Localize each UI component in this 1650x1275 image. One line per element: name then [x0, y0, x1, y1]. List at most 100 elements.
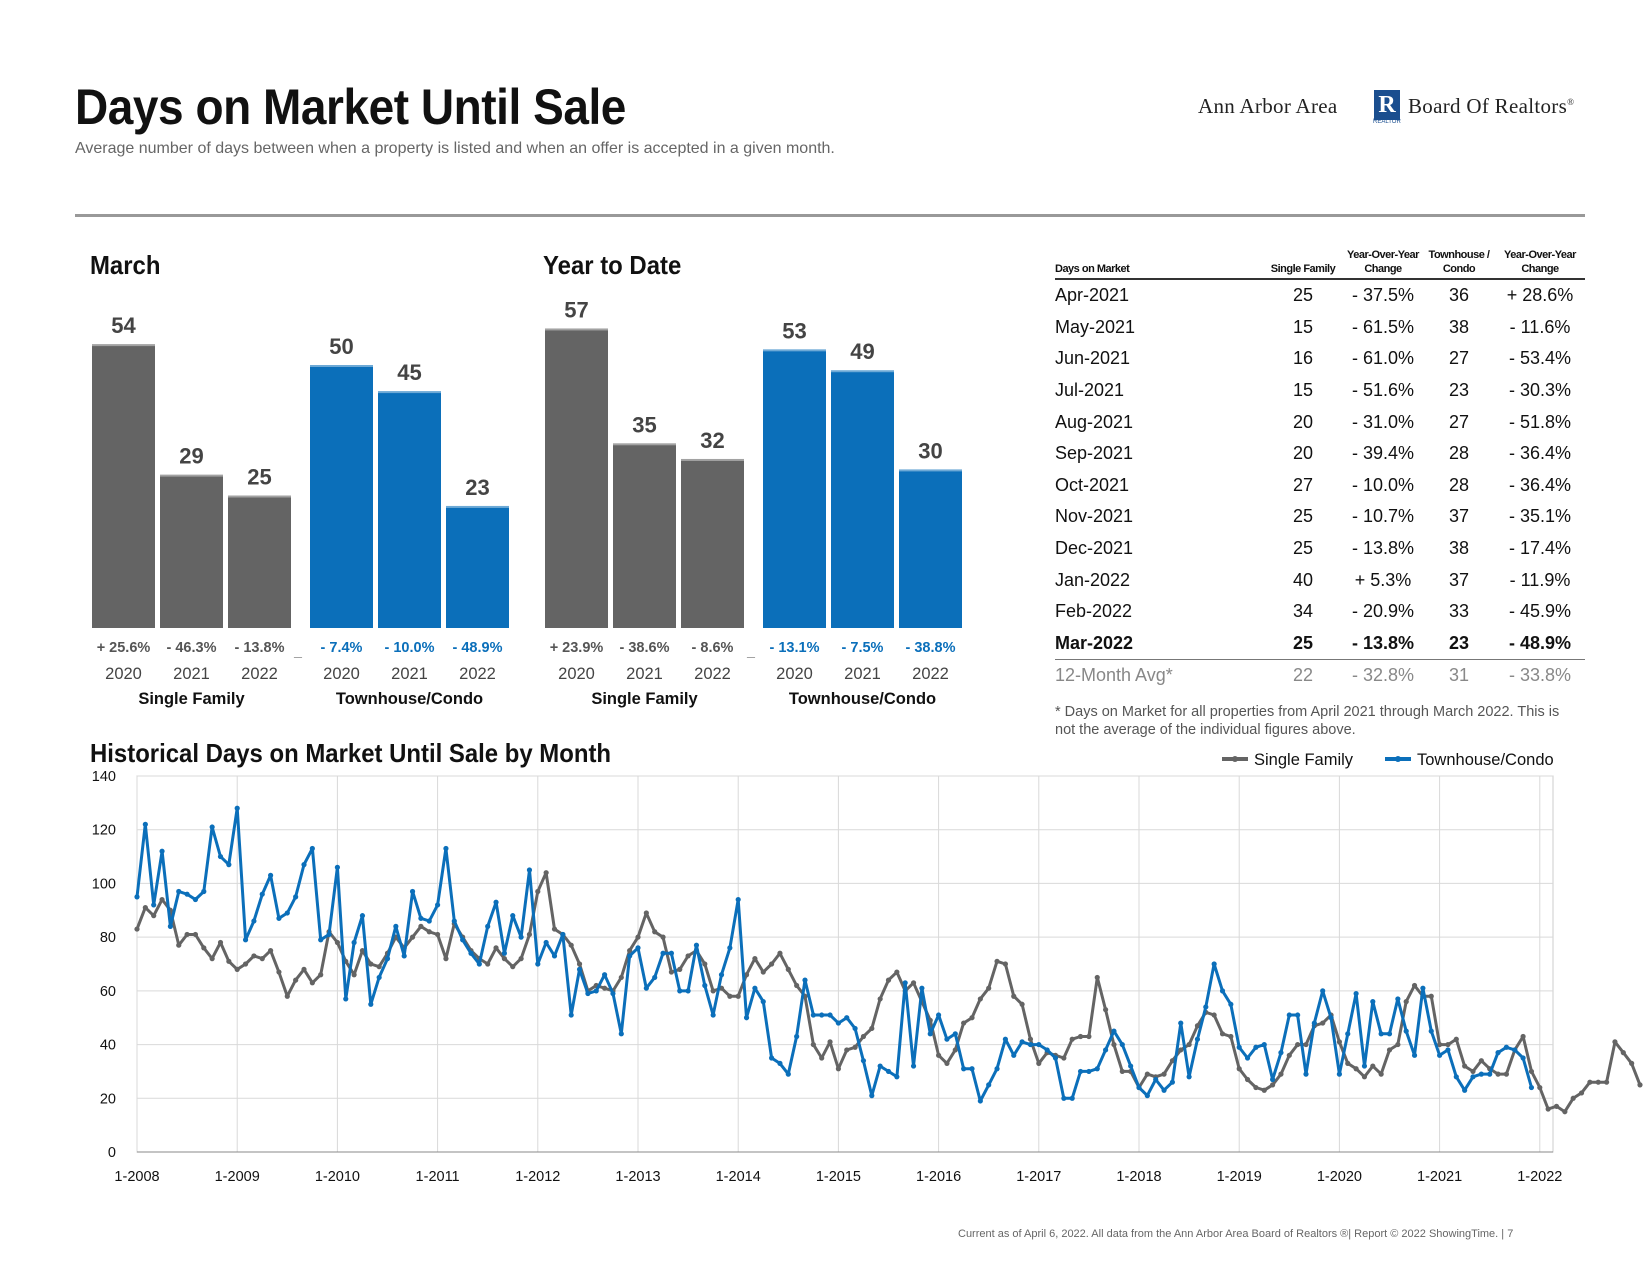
data-point [1336, 1071, 1342, 1077]
bar-change-label: - 38.6% [620, 640, 670, 656]
data-point [309, 980, 315, 986]
data-point [209, 956, 215, 962]
bar-value-label: 50 [329, 334, 353, 359]
data-point [1077, 1068, 1084, 1075]
data-point [994, 1066, 1000, 1072]
data-point [192, 896, 199, 903]
data-point [1211, 1012, 1217, 1018]
data-point [1027, 1041, 1034, 1048]
table-cell: Mar-2022 [1055, 632, 1134, 653]
table-cell: 40 [1292, 569, 1314, 590]
data-point [1036, 1041, 1042, 1048]
x-tick-label: 1-2022 [1517, 1169, 1562, 1185]
data-point [910, 980, 917, 986]
data-point [485, 923, 491, 930]
data-point [1528, 1068, 1535, 1075]
data-point [1236, 1066, 1242, 1072]
data-point [1278, 1050, 1284, 1056]
data-point [877, 996, 883, 1002]
data-point [635, 945, 641, 951]
table-row: Dec-2021 25 - 13.8% 38 - 17.4% [1055, 533, 1585, 565]
data-point [593, 988, 599, 994]
data-point [1570, 1095, 1576, 1101]
data-point [1002, 961, 1009, 967]
col-header-th-change: Year-Over-Year Change [1504, 249, 1576, 275]
bar-charts: 54 + 25.6% 2020 29 - 46.3% 2021 25 - 13.8% 2022 S… [92, 297, 962, 708]
data-point [660, 934, 666, 940]
table-cell: 25 [1292, 285, 1314, 306]
bar-change-label: - 7.5% [842, 640, 884, 656]
data-point [359, 947, 366, 954]
logo-realtor-text: REALTOR [1373, 119, 1401, 125]
data-point [910, 1063, 917, 1069]
bar-change-label: - 48.9% [453, 640, 503, 656]
data-point [894, 969, 900, 975]
bar-change-label: - 10.0% [385, 640, 435, 656]
data-point [1286, 1012, 1292, 1018]
data-point [1144, 1093, 1150, 1099]
y-tick-label: 60 [100, 984, 116, 1000]
data-point [760, 999, 766, 1005]
data-point [1011, 1052, 1017, 1058]
data-point [1403, 999, 1409, 1005]
bar-change-label: + 23.9% [550, 640, 604, 656]
table-row: Jun-2021 16 - 61.0% 27 - 53.4% [1055, 343, 1585, 375]
table-cell: - 61.0% [1351, 348, 1415, 369]
data-point [1378, 1031, 1384, 1037]
table-header-row: Days on Market Single Family Year-Over-Y… [1055, 244, 1585, 279]
data-point [710, 1012, 716, 1018]
data-point [1445, 1041, 1451, 1048]
y-tick-label: 120 [92, 823, 116, 839]
data-point [435, 902, 441, 908]
col-header-single-family: Single Family [1270, 263, 1336, 275]
table-cell: - 11.9% [1509, 569, 1571, 590]
table-cell: Oct-2021 [1055, 474, 1130, 495]
bar-year-label: 2021 [626, 665, 663, 683]
table-cell: - 51.6% [1351, 380, 1415, 401]
data-point [1069, 1095, 1075, 1101]
data-point [969, 1015, 975, 1021]
bar-value-label: 53 [782, 318, 806, 343]
data-point [1629, 1060, 1635, 1066]
data-point [226, 958, 232, 964]
bar-year-label: 2022 [459, 665, 496, 683]
data-point [819, 1012, 825, 1018]
legend-marker [1232, 756, 1238, 762]
table-cell: 28 [1448, 474, 1470, 495]
data-point [1169, 1058, 1175, 1064]
table-cell: - 33.8% [1508, 665, 1572, 686]
data-point [560, 931, 566, 938]
data-point [618, 1031, 624, 1037]
table-row: Sep-2021 20 - 39.4% 28 - 36.4% [1055, 438, 1585, 470]
data-point [1069, 1036, 1075, 1042]
data-point [618, 974, 624, 981]
series-line-townhouse [135, 806, 1533, 1103]
data-point [293, 977, 299, 983]
bar-march-townhouse-2022 [446, 507, 509, 628]
data-point [1186, 1074, 1192, 1080]
x-tick-label: 1-2014 [716, 1169, 761, 1185]
data-point [677, 966, 683, 972]
data-point [1361, 1063, 1368, 1069]
data-point [844, 1015, 850, 1021]
data-point [1612, 1039, 1618, 1045]
data-point [184, 891, 190, 897]
data-point [810, 1041, 816, 1048]
data-point [1219, 1031, 1226, 1037]
y-tick-label: 20 [100, 1091, 116, 1107]
data-point [1203, 1004, 1209, 1010]
data-point [1244, 1076, 1251, 1083]
data-point [986, 985, 992, 991]
x-tick-label: 1-2010 [315, 1169, 360, 1185]
data-point [234, 966, 240, 972]
table-cell: Aug-2021 [1055, 411, 1134, 432]
data-point [977, 996, 983, 1002]
data-point [1537, 1084, 1543, 1091]
data-point [643, 910, 649, 916]
table-cell: 34 [1292, 601, 1314, 622]
data-point [268, 872, 274, 878]
bar-year-label: 2021 [844, 665, 881, 683]
data-point [251, 953, 257, 959]
table-cell: 25 [1292, 506, 1314, 527]
data-point [835, 1066, 842, 1072]
